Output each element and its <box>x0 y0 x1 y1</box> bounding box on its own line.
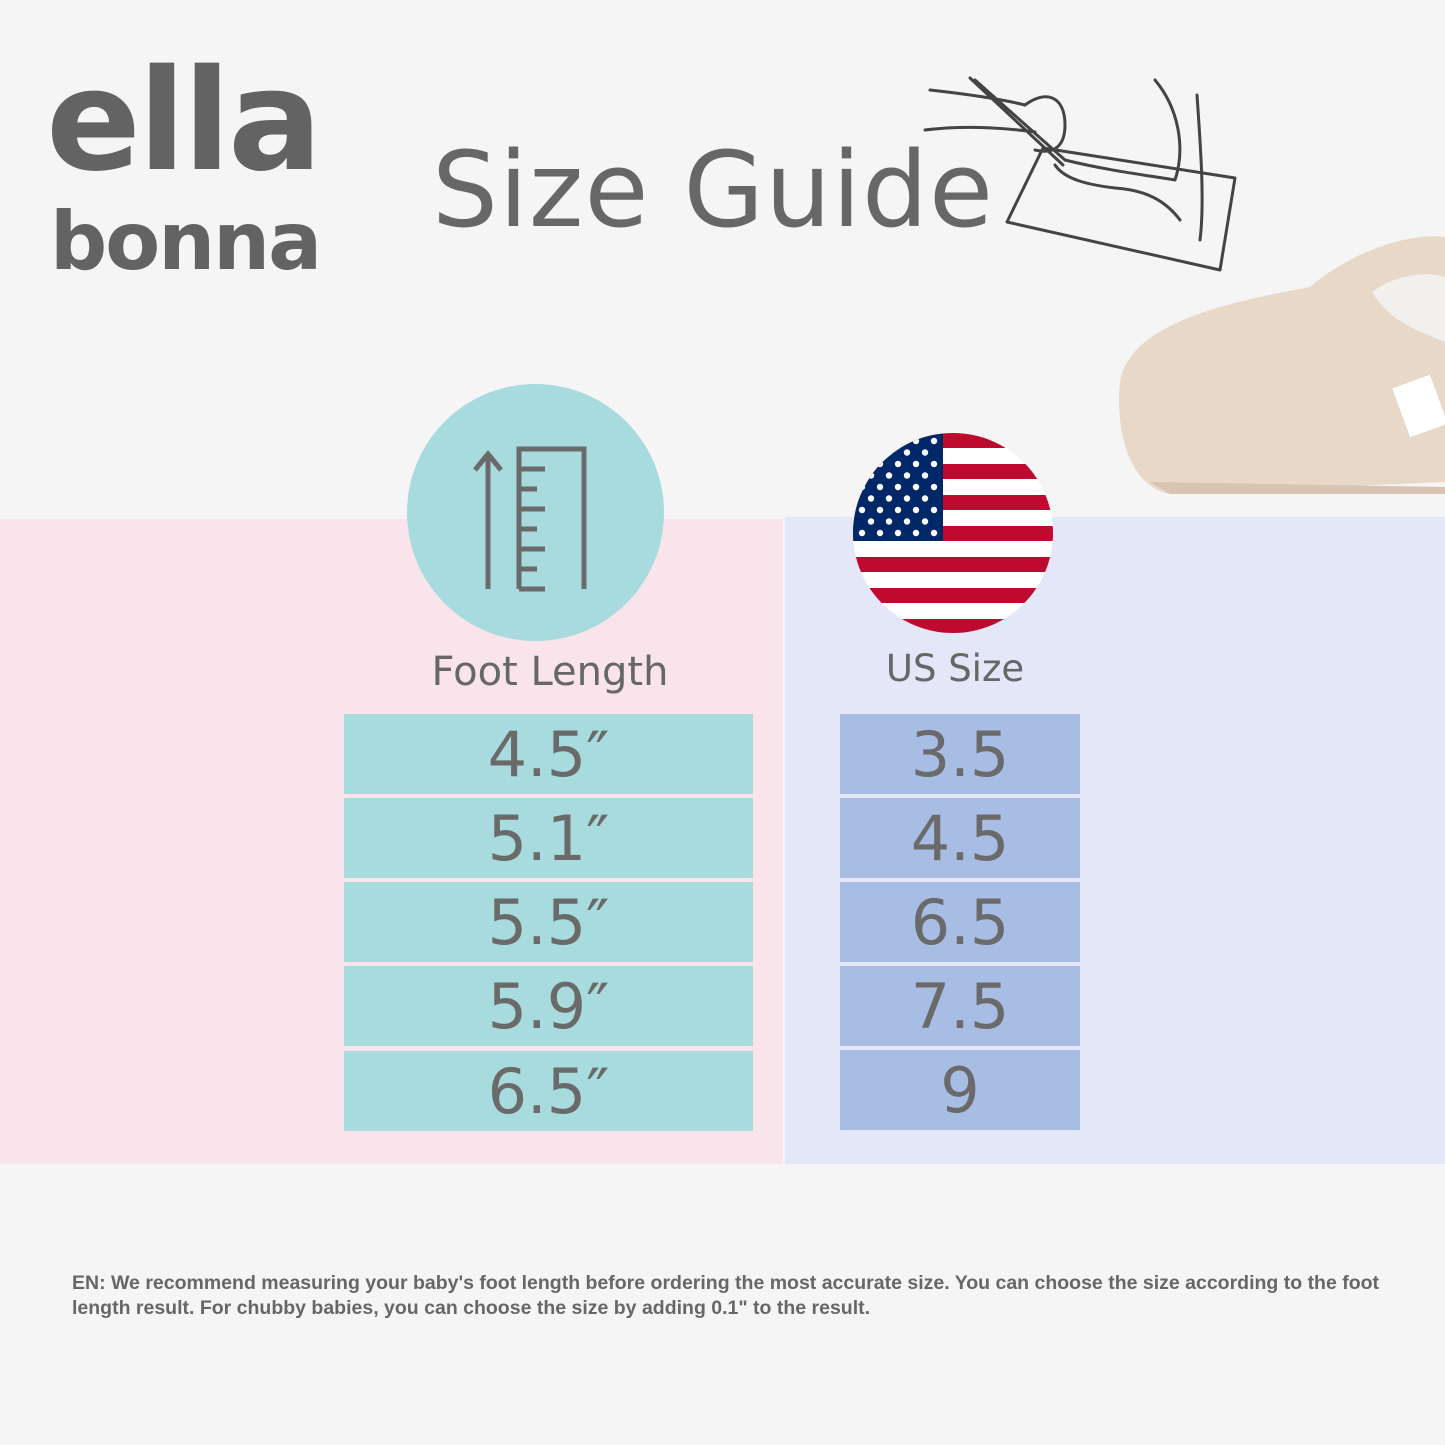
flag-star <box>867 518 875 525</box>
flag-star <box>858 483 866 491</box>
brand-logo-line2: bonna <box>50 195 322 288</box>
us-flag-icon <box>853 433 1053 633</box>
foot-length-cell: 5.9″ <box>344 966 753 1046</box>
us-size-cell: 9 <box>840 1050 1080 1130</box>
flag-star <box>858 529 866 537</box>
flag-star <box>867 449 875 456</box>
flag-star <box>885 495 893 502</box>
flag-star <box>885 472 893 479</box>
flag-star <box>903 518 911 525</box>
page-title: Size Guide <box>432 129 994 251</box>
foot-length-cell: 6.5″ <box>344 1051 753 1131</box>
foot-measuring-drawing-icon <box>923 76 1237 272</box>
us-size-header: US Size <box>885 647 1025 690</box>
flag-star <box>912 506 920 514</box>
flag-star <box>858 437 866 445</box>
flag-star <box>921 449 929 456</box>
flag-star <box>930 483 938 491</box>
foot-length-cell: 4.5″ <box>344 714 753 794</box>
flag-star <box>867 495 875 502</box>
flag-star <box>876 460 884 468</box>
foot-length-header: Foot Length <box>431 649 669 695</box>
flag-star <box>894 529 902 537</box>
flag-star <box>903 495 911 502</box>
flag-star <box>894 506 902 514</box>
foot-length-cell: 5.1″ <box>344 798 753 878</box>
flag-star <box>930 506 938 514</box>
flag-star <box>876 506 884 514</box>
flag-star <box>912 437 920 445</box>
flag-star <box>885 449 893 456</box>
flag-star <box>894 483 902 491</box>
flag-star <box>912 529 920 537</box>
us-size-cell: 7.5 <box>840 966 1080 1046</box>
flag-star <box>876 437 884 445</box>
sizing-note: EN: We recommend measuring your baby's f… <box>72 1272 1380 1319</box>
flag-star <box>930 437 938 445</box>
flag-star <box>894 437 902 445</box>
flag-star <box>921 495 929 502</box>
us-size-cell: 6.5 <box>840 882 1080 962</box>
flag-star <box>858 460 866 468</box>
flag-star <box>894 460 902 468</box>
flag-star <box>885 518 893 525</box>
ruler-icon-circle <box>407 384 664 641</box>
flag-star <box>903 449 911 456</box>
ruler-arrow-icon <box>473 446 587 592</box>
baby-shoe-photo <box>1119 236 1445 494</box>
flag-star <box>912 460 920 468</box>
flag-star <box>930 529 938 537</box>
flag-star <box>867 472 875 479</box>
flag-star <box>912 483 920 491</box>
us-size-cell: 3.5 <box>840 714 1080 794</box>
us-size-cell: 4.5 <box>840 798 1080 878</box>
flag-star <box>930 460 938 468</box>
flag-star <box>876 483 884 491</box>
foot-length-cell: 5.5″ <box>344 882 753 962</box>
flag-star <box>876 529 884 537</box>
flag-star <box>903 472 911 479</box>
brand-logo-line1: ella <box>46 40 322 203</box>
flag-star <box>921 518 929 525</box>
flag-star <box>858 506 866 514</box>
flag-star <box>921 472 929 479</box>
